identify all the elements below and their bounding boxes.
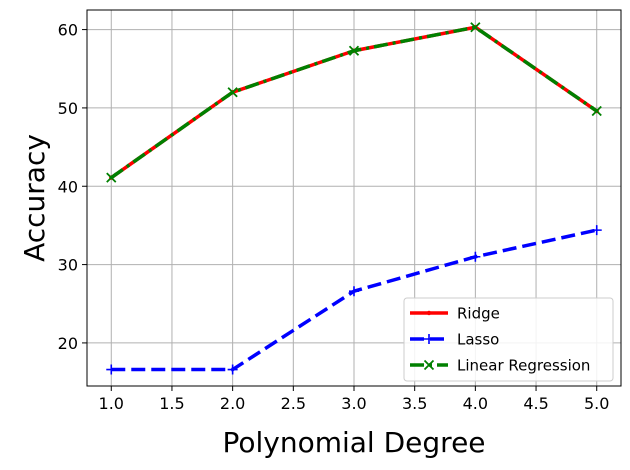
y-axis-title: Accuracy (18, 134, 51, 262)
plus-marker (591, 225, 602, 236)
x-tick-label: 3.0 (341, 394, 366, 413)
x-marker (423, 359, 435, 371)
x-marker (591, 105, 602, 117)
x-tick-label: 1.0 (99, 394, 124, 413)
series-layer (106, 22, 602, 375)
point-marker (426, 310, 432, 316)
plus-marker (349, 286, 359, 297)
x-tick-label: 2.0 (220, 394, 245, 413)
x-marker (106, 172, 117, 183)
x-marker (227, 87, 238, 98)
legend-label: Ridge (457, 305, 500, 323)
plus-marker (227, 364, 238, 375)
y-tick-label: 60 (58, 21, 78, 40)
series-lasso (106, 225, 602, 375)
x-tick-label: 3.5 (402, 394, 427, 413)
x-tick-label: 4.0 (463, 394, 488, 413)
x-tick-label: 1.5 (159, 394, 184, 413)
x-tick-label: 2.5 (281, 394, 306, 413)
plus-marker (470, 251, 481, 262)
plus-marker (424, 334, 434, 344)
legend-label: Linear Regression (457, 357, 590, 375)
y-tick-label: 30 (58, 256, 78, 275)
x-axis-title: Polynomial Degree (222, 426, 485, 459)
y-tick-label: 20 (58, 334, 78, 353)
legend: Ridge Lasso Linear Regression (403, 297, 614, 382)
x-tick-label: 4.5 (523, 394, 548, 413)
y-tick-label: 50 (58, 99, 78, 118)
legend-label: Lasso (457, 331, 499, 349)
y-tick-label: 40 (58, 177, 78, 196)
x-marker (348, 45, 360, 56)
plus-marker (106, 364, 117, 375)
ticks: 1.0 1.5 2.0 2.5 3.0 3.5 4.0 4.5 5.0 20 30 40 50 60 (58, 21, 610, 413)
series-linear-regression (106, 22, 602, 183)
x-marker (470, 22, 481, 33)
x-tick-label: 5.0 (584, 394, 609, 413)
legend-box (403, 297, 614, 382)
